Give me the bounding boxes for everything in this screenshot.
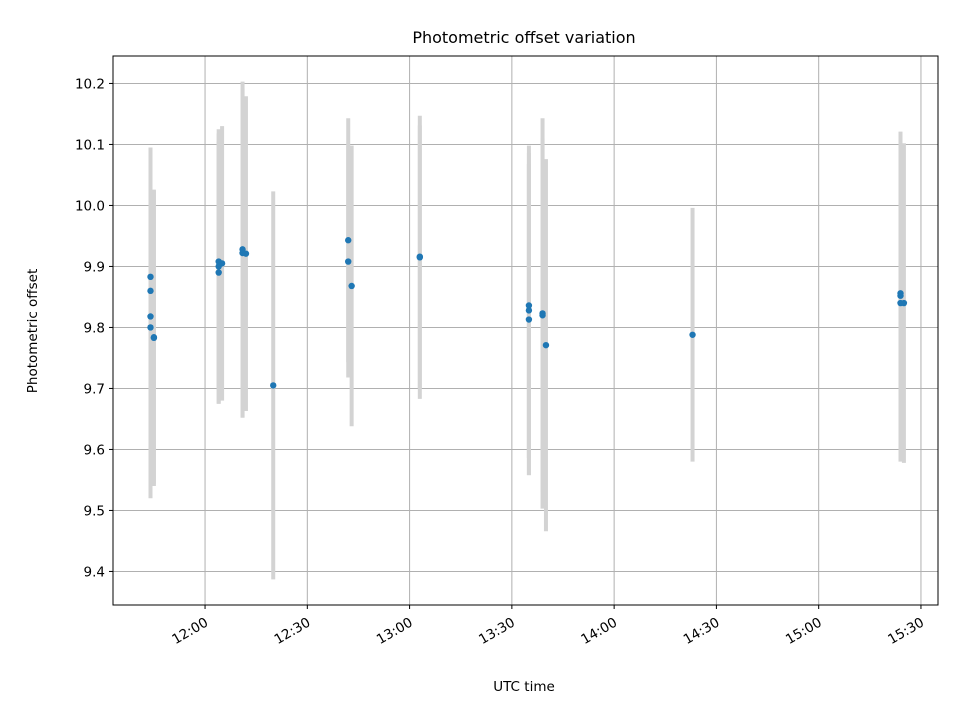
data-point — [900, 299, 908, 307]
data-point — [147, 287, 154, 295]
y-tick-label: 9.8 — [84, 320, 105, 336]
data-point — [345, 258, 352, 265]
data-point — [215, 269, 222, 276]
data-point — [525, 307, 533, 314]
data-point — [416, 253, 424, 260]
data-points — [147, 237, 908, 389]
data-point — [239, 246, 246, 253]
data-point — [147, 273, 154, 281]
y-tick-label: 9.4 — [84, 564, 105, 580]
y-tick-label: 10.1 — [75, 137, 105, 153]
grid-lines — [113, 56, 938, 605]
y-tick-label: 10.0 — [75, 198, 105, 214]
data-point — [218, 260, 226, 267]
data-point — [147, 313, 154, 320]
data-point — [525, 302, 533, 309]
y-tick-label: 9.5 — [84, 503, 105, 519]
y-tick-label: 10.2 — [75, 76, 105, 92]
data-point — [147, 324, 154, 331]
y-tick-label: 9.7 — [84, 381, 105, 397]
y-axis-title: Photometric offset — [25, 269, 41, 393]
data-point — [525, 316, 533, 323]
data-point — [539, 312, 546, 319]
data-point — [897, 292, 904, 299]
data-point — [270, 382, 277, 389]
y-tick-label: 9.6 — [84, 442, 105, 458]
x-axis-title: UTC time — [493, 679, 555, 695]
plot-area-frame — [112, 55, 939, 606]
chart-title: Photometric offset variation — [412, 28, 635, 47]
data-point — [242, 250, 250, 257]
data-point — [689, 331, 696, 338]
y-tick-label: 9.9 — [84, 259, 105, 275]
data-point — [150, 334, 158, 342]
data-point — [542, 341, 550, 349]
data-point — [348, 282, 355, 290]
data-point — [345, 237, 352, 244]
